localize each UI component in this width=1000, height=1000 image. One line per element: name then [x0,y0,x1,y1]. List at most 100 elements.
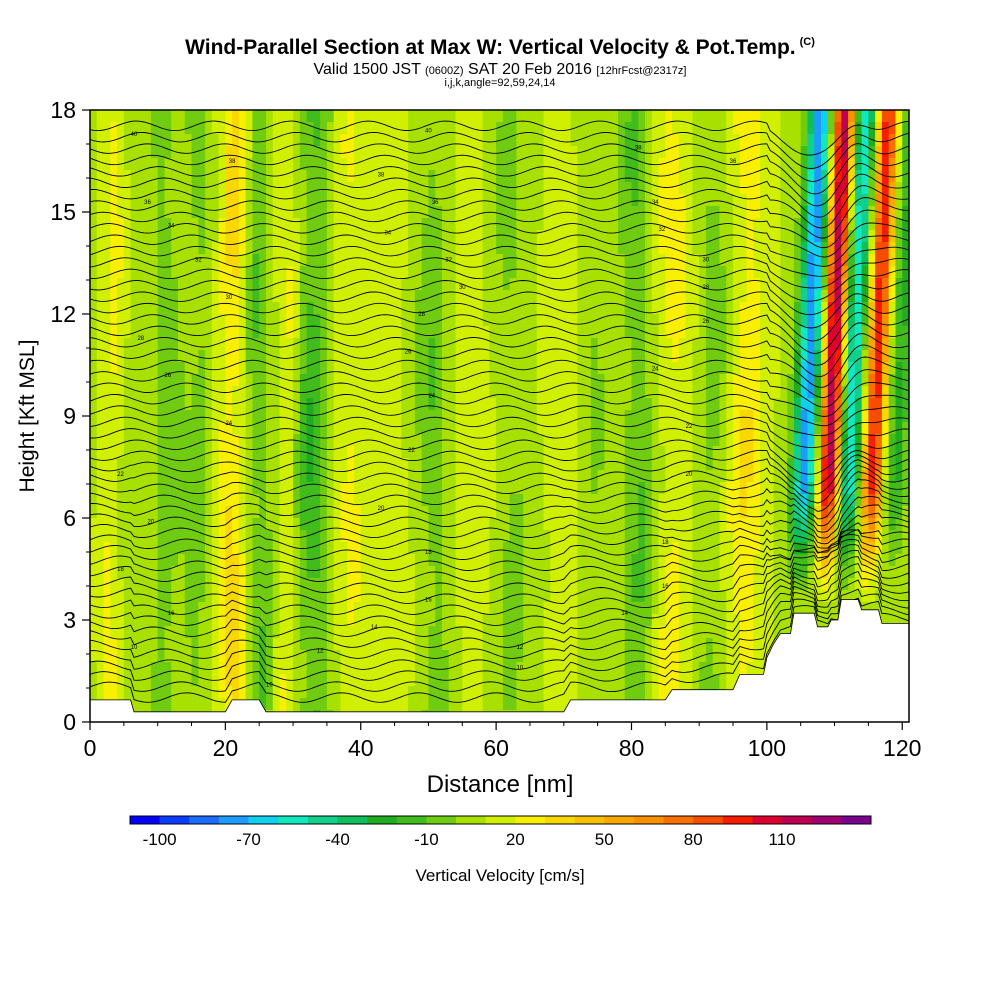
velocity-cell [502,314,511,327]
velocity-cell [685,182,694,195]
velocity-cell [340,182,348,195]
velocity-cell [672,254,680,267]
velocity-cell [482,410,490,423]
velocity-cell [394,542,402,555]
velocity-cell [888,170,897,183]
velocity-cell [841,566,849,579]
velocity-cell [360,146,369,159]
velocity-cell [590,518,599,531]
velocity-cell [672,398,680,411]
velocity-cell [861,434,869,447]
velocity-cell [787,530,795,543]
velocity-cell [286,566,294,579]
velocity-cell [333,266,342,279]
velocity-cell [313,410,321,423]
velocity-cell [502,470,511,483]
velocity-cell [103,110,111,123]
velocity-cell [475,506,484,519]
velocity-cell [678,266,687,279]
velocity-cell [881,146,890,159]
velocity-cell [205,458,213,471]
velocity-cell [482,374,490,387]
velocity-cell [672,578,680,591]
velocity-cell [665,206,673,219]
velocity-cell [868,170,876,183]
velocity-cell [150,566,159,579]
velocity-cell [509,326,518,339]
velocity-cell [265,194,274,207]
velocity-cell [110,254,118,267]
velocity-cell [218,350,226,363]
velocity-cell [110,290,118,303]
velocity-cell [672,134,680,147]
velocity-cell [827,218,836,231]
velocity-cell [881,470,890,483]
velocity-cell [279,410,287,423]
velocity-cell [218,122,226,135]
velocity-cell [333,194,342,207]
velocity-cell [150,554,159,567]
velocity-cell [705,122,714,135]
velocity-cell [590,374,599,387]
velocity-cell [712,134,721,147]
velocity-cell [502,422,511,435]
velocity-cell [902,254,909,267]
velocity-cell [150,386,159,399]
velocity-cell [171,350,179,363]
velocity-cell [211,374,220,387]
velocity-cell [523,290,531,303]
velocity-cell [211,590,220,603]
velocity-cell [374,218,382,231]
velocity-cell [793,494,802,507]
velocity-cell [780,506,788,519]
velocity-cell [814,422,822,435]
velocity-cell [171,290,179,303]
velocity-cell [502,590,511,603]
velocity-cell [672,206,680,219]
velocity-cell [848,590,856,603]
velocity-cell [861,446,869,459]
velocity-cell [631,302,639,315]
velocity-cell [848,482,856,495]
velocity-cell [793,314,802,327]
velocity-cell [861,170,869,183]
velocity-cell [651,302,660,315]
velocity-cell [631,254,639,267]
velocity-cell [293,242,301,255]
velocity-cell [340,386,348,399]
velocity-cell [888,590,897,603]
velocity-cell [793,254,802,267]
velocity-cell [902,422,909,435]
velocity-cell [103,146,111,159]
velocity-cell [205,602,213,615]
velocity-cell [523,506,531,519]
velocity-cell [279,386,287,399]
velocity-cell [157,242,166,255]
velocity-cell [489,506,497,519]
velocity-cell [557,146,565,159]
velocity-cell [868,374,876,387]
velocity-cell [570,554,578,567]
velocity-cell [326,290,335,303]
velocity-cell [529,434,538,447]
velocity-cell [157,110,166,123]
velocity-cell [211,170,220,183]
velocity-cell [848,194,856,207]
velocity-cell [191,410,199,423]
velocity-cell [164,206,172,219]
velocity-cell [265,554,274,567]
velocity-cell [455,410,463,423]
velocity-cell [604,194,612,207]
velocity-cell [211,482,220,495]
velocity-cell [218,458,226,471]
velocity-cell [523,374,531,387]
velocity-cell [766,182,775,195]
velocity-cell [624,182,633,195]
velocity-cell [780,590,788,603]
velocity-cell [333,566,342,579]
velocity-cell [800,398,809,411]
velocity-cell [441,422,450,435]
velocity-cell [191,230,199,243]
velocity-cell [272,470,281,483]
velocity-cell [462,182,470,195]
